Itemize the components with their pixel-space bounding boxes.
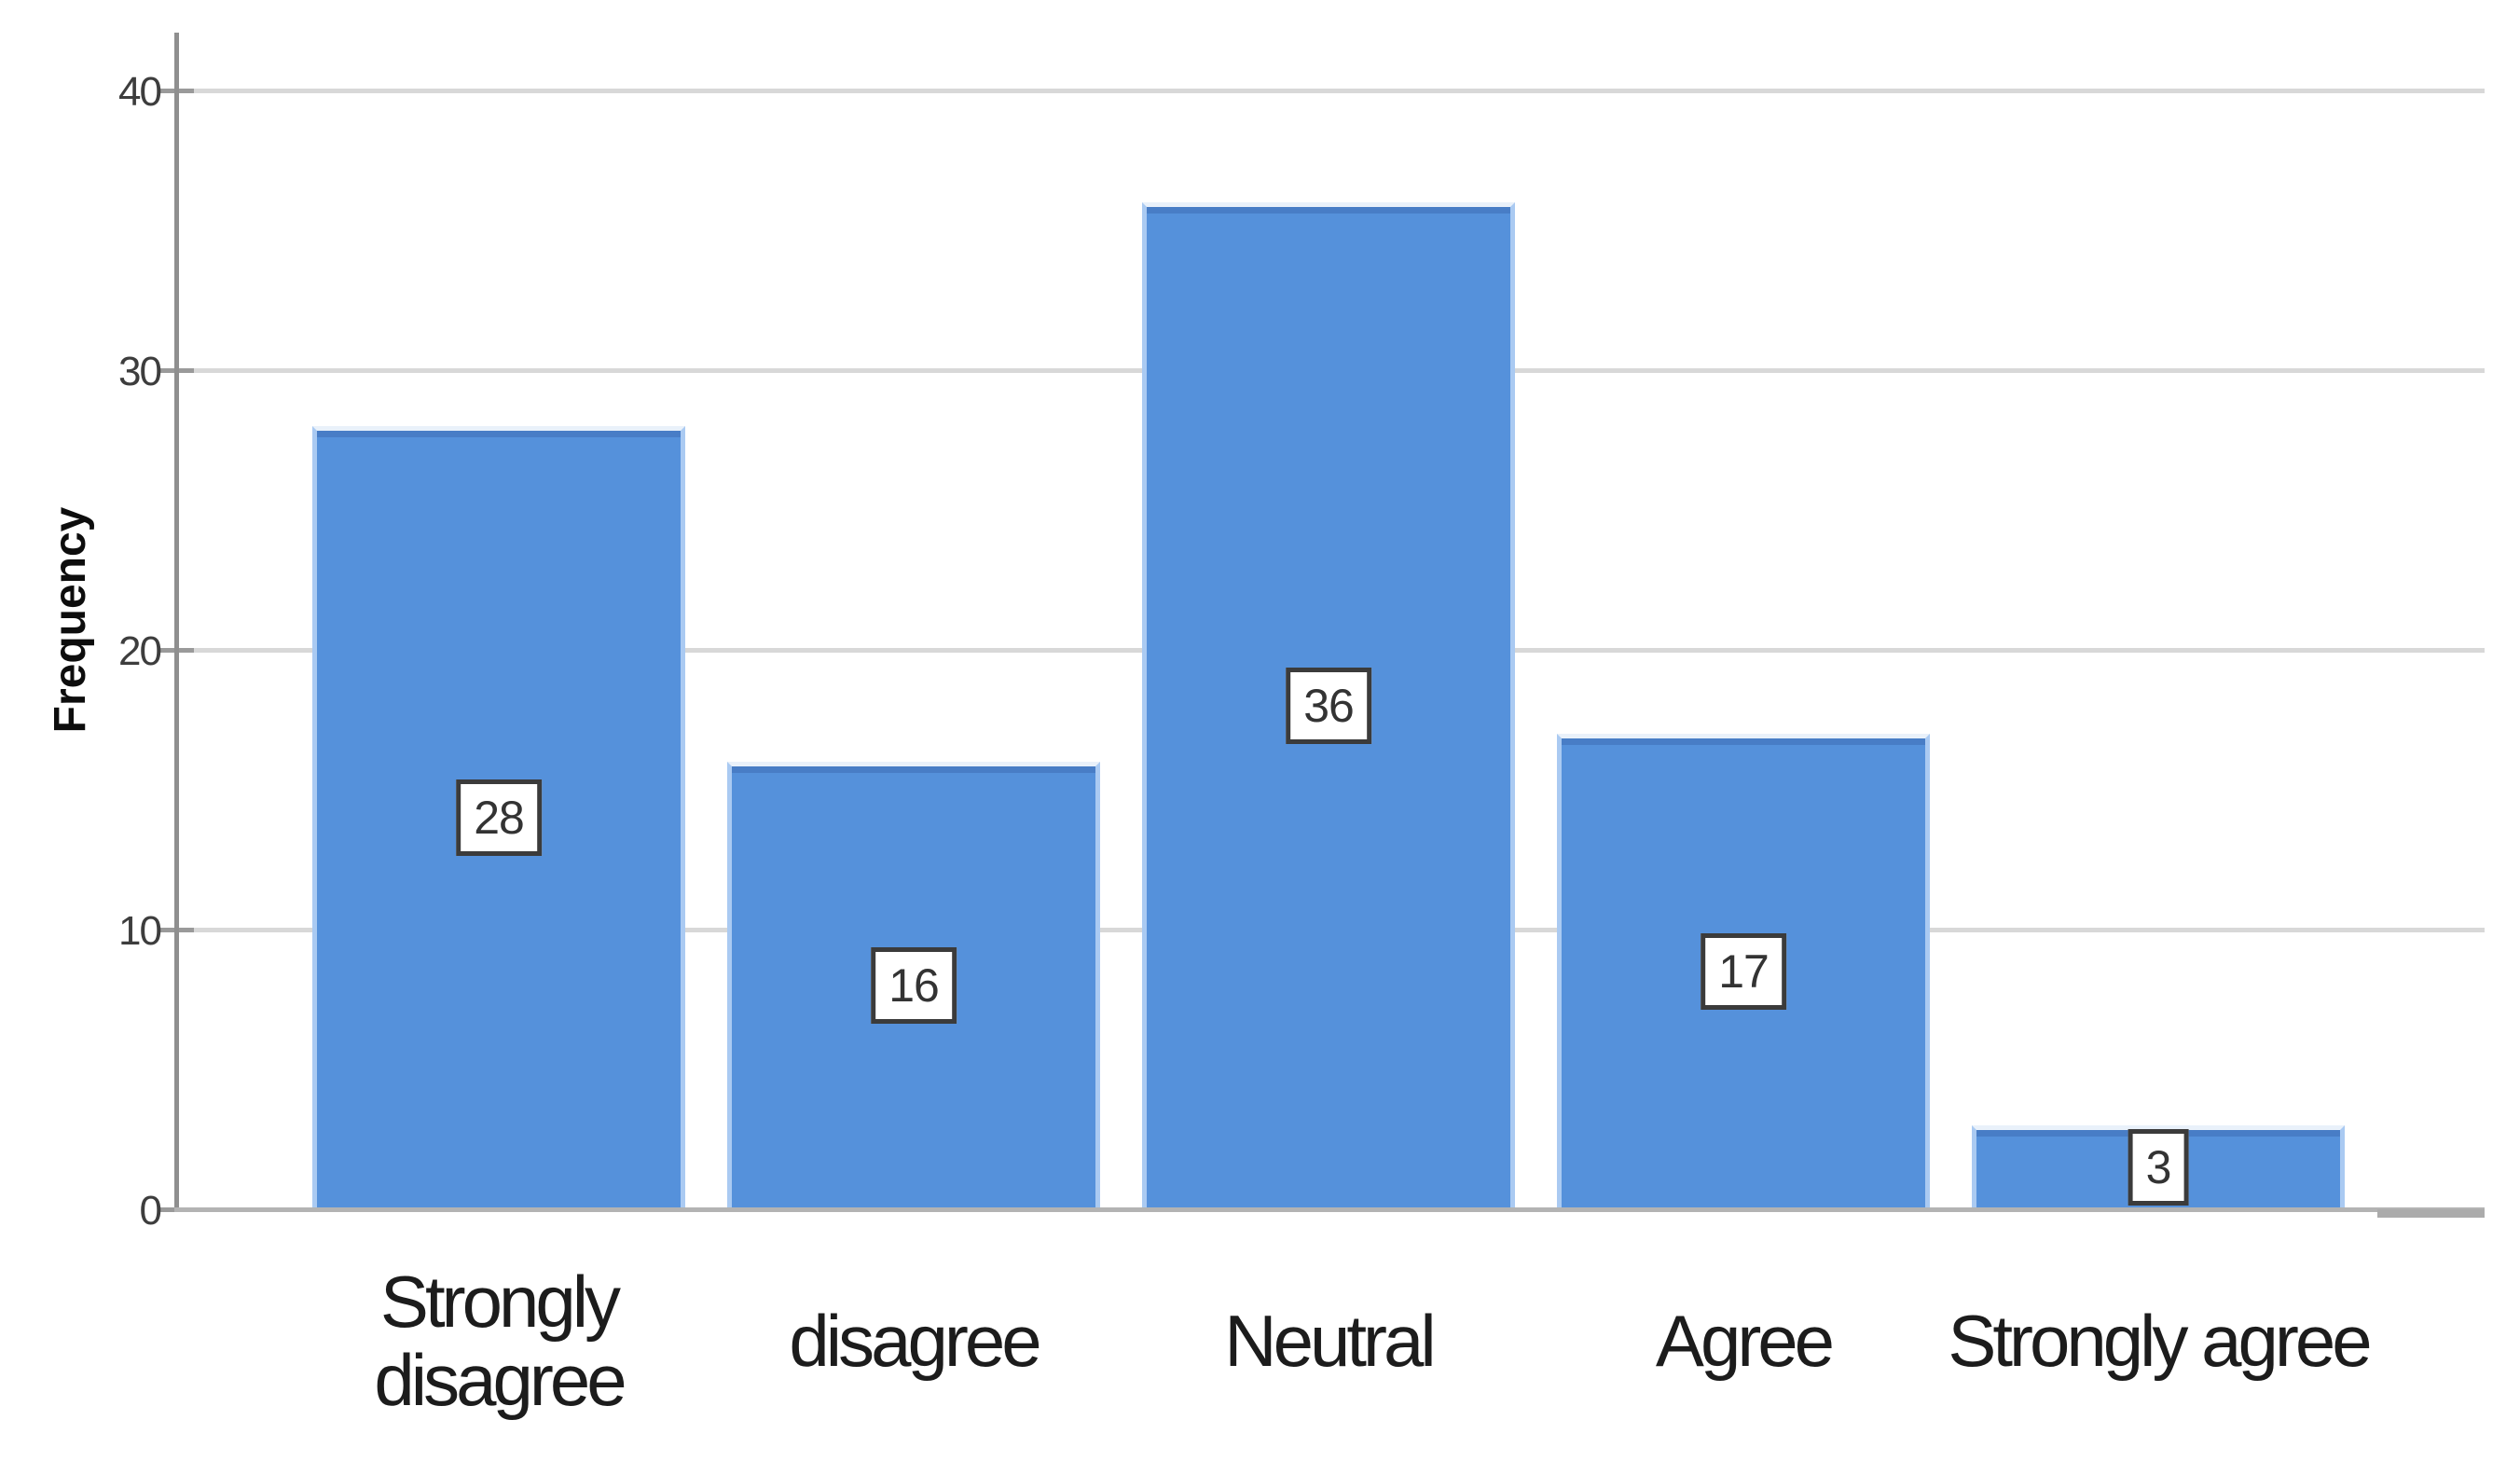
x-category-label: Neutral [1224,1300,1436,1382]
x-category-label: Strongly disagree [374,1261,627,1421]
bar-value-label: 16 [871,947,957,1024]
y-tick-label: 20 [118,628,162,674]
bar-value-label: 3 [2128,1129,2189,1206]
x-category-label: Agree [1655,1300,1835,1382]
bar-value-label: 17 [1701,933,1786,1010]
y-tick-label: 0 [139,1188,162,1234]
x-axis-end [2377,1209,2485,1218]
y-tick-label: 30 [118,349,162,394]
gridline [177,89,2485,93]
bar-value-label: 36 [1286,668,1371,744]
bar-value-label: 28 [456,779,542,856]
y-tick-label: 40 [118,69,162,115]
y-axis-line [174,33,179,1209]
x-category-label: Strongly agree [1948,1300,2372,1382]
x-category-label: disagree [789,1300,1041,1382]
x-axis-line [174,1207,2485,1212]
y-tick-label: 10 [118,908,162,954]
y-axis-title: Frequency [46,506,95,734]
